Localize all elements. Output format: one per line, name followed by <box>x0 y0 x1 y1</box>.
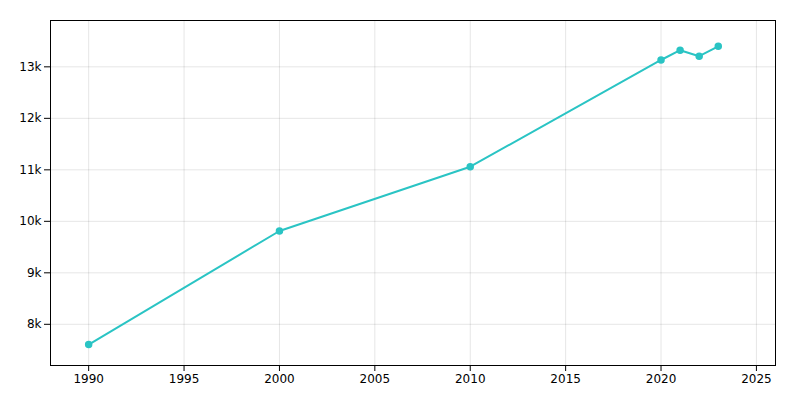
svg-text:2000: 2000 <box>264 372 295 386</box>
svg-text:1995: 1995 <box>169 372 200 386</box>
svg-text:10k: 10k <box>19 214 41 228</box>
svg-text:2020: 2020 <box>646 372 677 386</box>
svg-text:2015: 2015 <box>550 372 581 386</box>
svg-text:2010: 2010 <box>455 372 486 386</box>
svg-text:13k: 13k <box>19 60 41 74</box>
svg-text:12k: 12k <box>19 111 41 125</box>
svg-text:2025: 2025 <box>741 372 772 386</box>
svg-text:8k: 8k <box>27 317 42 331</box>
svg-text:1990: 1990 <box>73 372 104 386</box>
svg-text:2005: 2005 <box>360 372 391 386</box>
svg-text:9k: 9k <box>27 266 42 280</box>
svg-text:11k: 11k <box>19 163 41 177</box>
